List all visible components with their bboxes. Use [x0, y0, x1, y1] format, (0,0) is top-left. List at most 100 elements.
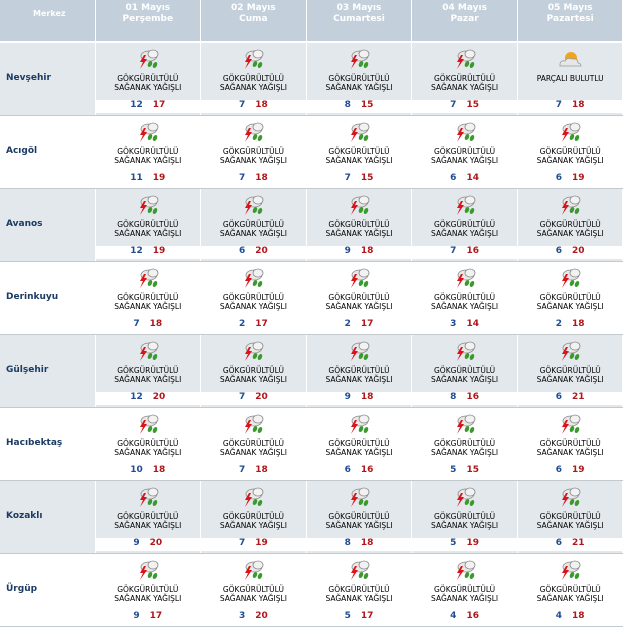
condition-text: GÖKGÜRÜLTÜLÜ SAĞANAK YAĞIŞLI: [96, 439, 200, 457]
condition-line: GÖKGÜRÜLTÜLÜ: [328, 147, 390, 156]
min-temperature: 7: [555, 100, 563, 110]
day-weekday: Perşembe: [122, 14, 174, 24]
condition-line: SAĞANAK YAĞIŞLI: [114, 448, 182, 457]
thunderstorm-icon: [346, 486, 372, 508]
condition-line: GÖKGÜRÜLTÜLÜ: [222, 512, 284, 521]
min-temperature: 6: [238, 246, 246, 256]
condition-line: GÖKGÜRÜLTÜLÜ: [117, 220, 179, 229]
max-temperature: 15: [360, 100, 374, 110]
max-temperature: 17: [360, 611, 374, 621]
thunderstorm-icon: [557, 559, 583, 581]
thunderstorm-icon: [135, 267, 161, 289]
condition-line: GÖKGÜRÜLTÜLÜ: [117, 439, 179, 448]
condition-line: GÖKGÜRÜLTÜLÜ: [117, 74, 179, 83]
min-temperature: 4: [450, 611, 457, 621]
max-temperature: 18: [360, 246, 374, 256]
max-temperature: 18: [572, 319, 585, 329]
city-row: Ürgüp GÖKGÜRÜLTÜLÜ SAĞANAK YAĞIŞLI 9 17 GÖKGÜ…: [0, 553, 623, 627]
condition-line: GÖKGÜRÜLTÜLÜ: [434, 439, 496, 448]
temperature-range: 12 17: [95, 100, 200, 113]
location-header: Merkez: [0, 0, 96, 43]
day-date: 03 Mayıs: [336, 3, 382, 13]
condition-line: SAĞANAK YAĞIŞLI: [219, 375, 287, 384]
city-cell: Acıgöl: [0, 115, 96, 189]
max-temperature: 18: [152, 465, 166, 475]
city-cell: Kozaklı: [0, 480, 96, 554]
thunderstorm-icon: [557, 121, 583, 143]
condition-line: GÖKGÜRÜLTÜLÜ: [434, 293, 496, 302]
min-temperature: 6: [555, 246, 563, 256]
condition-line: SAĞANAK YAĞIŞLI: [536, 594, 604, 603]
min-temperature: 8: [450, 392, 457, 402]
thunderstorm-icon: [135, 486, 161, 508]
max-temperature: 20: [149, 538, 163, 548]
condition-line: SAĞANAK YAĞIŞLI: [114, 302, 182, 311]
day-date: 01 Mayıs: [125, 3, 171, 13]
day-header: 05 Mayıs Pazartesi: [517, 0, 623, 43]
condition-line: GÖKGÜRÜLTÜLÜ: [222, 366, 284, 375]
forecast-cell: GÖKGÜRÜLTÜLÜ SAĞANAK YAĞIŞLI 5 19: [411, 480, 518, 554]
condition-line: PARÇALI BULUTLU: [536, 74, 604, 83]
forecast-cell: GÖKGÜRÜLTÜLÜ SAĞANAK YAĞIŞLI 6 21: [517, 480, 623, 554]
forecast-cell: GÖKGÜRÜLTÜLÜ SAĞANAK YAĞIŞLI 6 21: [517, 334, 623, 408]
min-temperature: 3: [450, 319, 457, 329]
thunderstorm-icon: [240, 340, 266, 362]
max-temperature: 20: [152, 392, 166, 402]
forecast-cell: GÖKGÜRÜLTÜLÜ SAĞANAK YAĞIŞLI 7 18: [200, 407, 307, 481]
condition-line: SAĞANAK YAĞIŞLI: [325, 229, 393, 238]
condition-line: SAĞANAK YAĞIŞLI: [431, 229, 499, 238]
temperature-range: 7 19: [201, 538, 306, 551]
condition-line: GÖKGÜRÜLTÜLÜ: [434, 147, 496, 156]
forecast-cell: GÖKGÜRÜLTÜLÜ SAĞANAK YAĞIŞLI 7 18: [95, 261, 202, 335]
min-temperature: 4: [555, 611, 563, 621]
thunderstorm-icon: [135, 413, 161, 435]
max-temperature: 16: [466, 611, 479, 621]
min-temperature: 8: [344, 538, 351, 548]
max-temperature: 17: [255, 319, 268, 329]
max-temperature: 19: [466, 538, 479, 548]
condition-text: GÖKGÜRÜLTÜLÜ SAĞANAK YAĞIŞLI: [201, 74, 305, 92]
thunderstorm-icon: [346, 340, 372, 362]
forecast-cell: GÖKGÜRÜLTÜLÜ SAĞANAK YAĞIŞLI 12 17: [95, 42, 202, 116]
forecast-cell: GÖKGÜRÜLTÜLÜ SAĞANAK YAĞIŞLI 7 19: [200, 480, 307, 554]
thunderstorm-icon: [557, 340, 583, 362]
max-temperature: 17: [149, 611, 163, 621]
condition-line: SAĞANAK YAĞIŞLI: [325, 302, 393, 311]
condition-text: GÖKGÜRÜLTÜLÜ SAĞANAK YAĞIŞLI: [96, 293, 200, 311]
condition-text: GÖKGÜRÜLTÜLÜ SAĞANAK YAĞIŞLI: [201, 366, 305, 384]
thunderstorm-icon: [240, 48, 266, 70]
condition-line: SAĞANAK YAĞIŞLI: [325, 594, 393, 603]
temperature-range: 12 19: [95, 246, 200, 259]
condition-text: GÖKGÜRÜLTÜLÜ SAĞANAK YAĞIŞLI: [518, 512, 622, 530]
min-temperature: 5: [450, 538, 457, 548]
max-temperature: 19: [152, 246, 166, 256]
temperature-range: 8 15: [306, 100, 411, 113]
condition-line: GÖKGÜRÜLTÜLÜ: [222, 74, 284, 83]
condition-line: SAĞANAK YAĞIŞLI: [219, 229, 287, 238]
condition-line: SAĞANAK YAĞIŞLI: [219, 521, 287, 530]
thunderstorm-icon: [240, 194, 266, 216]
max-temperature: 18: [255, 465, 268, 475]
condition-line: SAĞANAK YAĞIŞLI: [219, 156, 287, 165]
forecast-cell: GÖKGÜRÜLTÜLÜ SAĞANAK YAĞIŞLI 4 18: [517, 553, 623, 627]
temperature-range: 6 16: [306, 465, 411, 478]
thunderstorm-icon: [452, 559, 478, 581]
condition-text: GÖKGÜRÜLTÜLÜ SAĞANAK YAĞIŞLI: [412, 220, 516, 238]
condition-line: GÖKGÜRÜLTÜLÜ: [539, 147, 601, 156]
condition-line: SAĞANAK YAĞIŞLI: [536, 448, 604, 457]
condition-line: SAĞANAK YAĞIŞLI: [114, 375, 182, 384]
condition-text: GÖKGÜRÜLTÜLÜ SAĞANAK YAĞIŞLI: [201, 512, 305, 530]
temperature-range: 11 19: [95, 173, 200, 186]
forecast-cell: GÖKGÜRÜLTÜLÜ SAĞANAK YAĞIŞLI 4 16: [411, 553, 518, 627]
thunderstorm-icon: [240, 559, 266, 581]
min-temperature: 6: [344, 465, 351, 475]
forecast-cell: GÖKGÜRÜLTÜLÜ SAĞANAK YAĞIŞLI 6 19: [517, 407, 623, 481]
condition-line: SAĞANAK YAĞIŞLI: [219, 302, 287, 311]
temperature-range: 8 16: [412, 392, 517, 405]
city-row: Avanos GÖKGÜRÜLTÜLÜ SAĞANAK YAĞIŞLI 12 19 GÖK…: [0, 188, 623, 262]
day-weekday: Cumartesi: [333, 14, 385, 24]
condition-text: GÖKGÜRÜLTÜLÜ SAĞANAK YAĞIŞLI: [96, 585, 200, 603]
thunderstorm-icon: [135, 340, 161, 362]
condition-text: GÖKGÜRÜLTÜLÜ SAĞANAK YAĞIŞLI: [412, 74, 516, 92]
city-cell: Hacıbektaş: [0, 407, 96, 481]
